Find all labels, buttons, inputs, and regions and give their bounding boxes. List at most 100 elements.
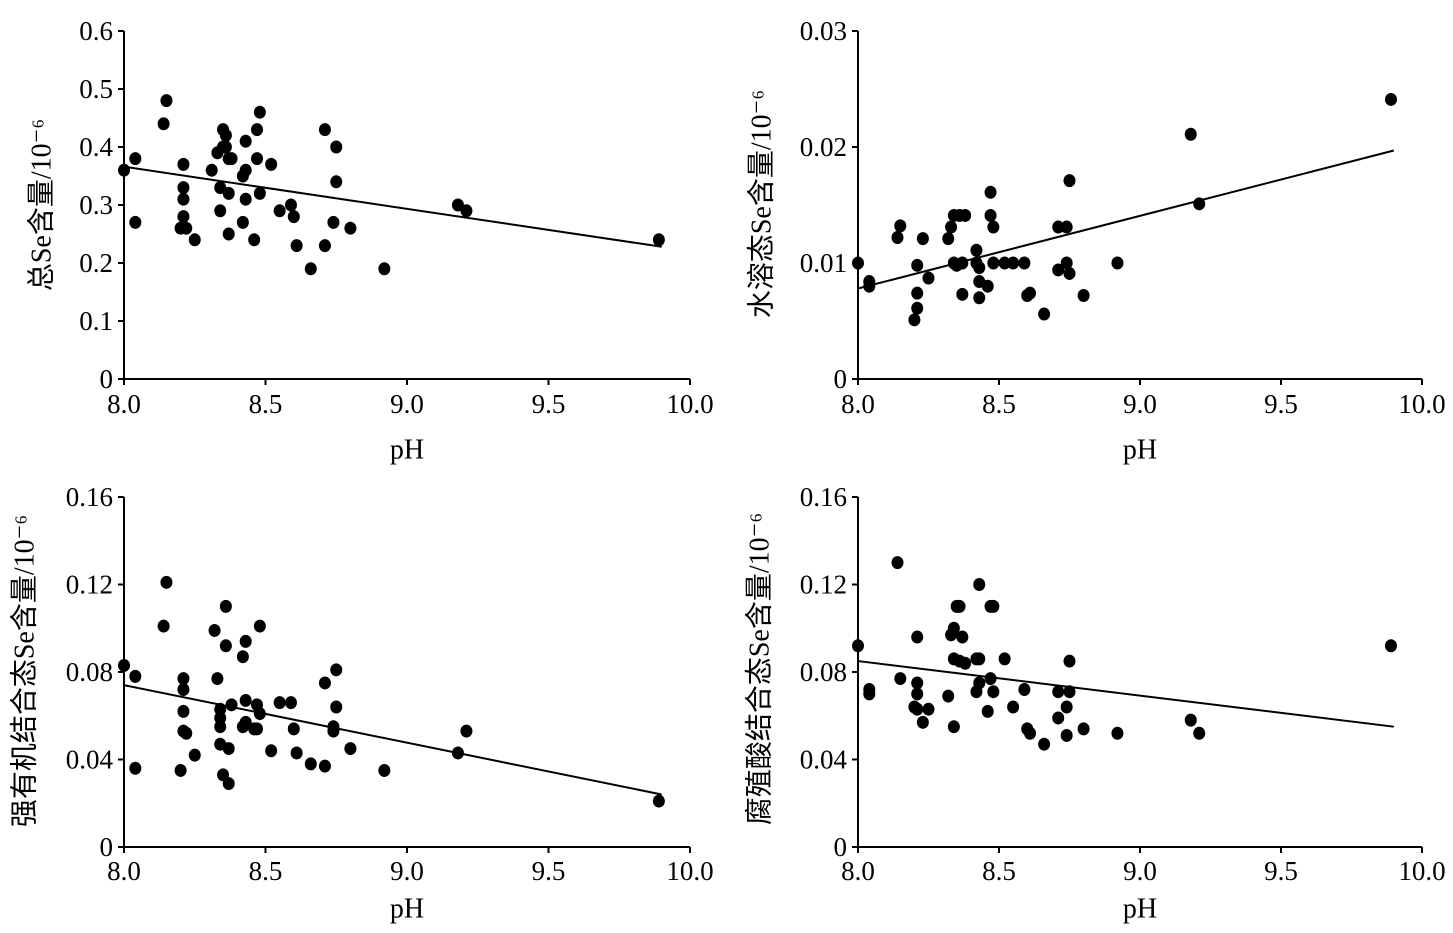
data-point — [157, 117, 170, 131]
data-point — [177, 210, 190, 224]
data-point — [1038, 307, 1051, 321]
data-point — [344, 221, 357, 235]
data-point — [1052, 685, 1065, 699]
data-point — [225, 152, 238, 166]
x-tick-label: 8.5 — [249, 389, 283, 419]
data-point — [1060, 728, 1073, 742]
x-tick-label: 9.0 — [1123, 856, 1157, 886]
data-point — [284, 696, 297, 710]
data-point — [922, 702, 935, 716]
data-point — [984, 672, 997, 686]
y-tick-label: 0 — [834, 832, 848, 862]
data-point — [1060, 256, 1073, 270]
data-point — [378, 262, 391, 276]
y-tick-label: 0.12 — [800, 570, 847, 600]
data-point — [956, 630, 969, 644]
data-point — [894, 219, 907, 233]
data-point — [973, 676, 986, 690]
data-point — [1024, 726, 1037, 740]
y-tick-label: 0 — [100, 832, 114, 862]
data-point — [959, 208, 972, 222]
data-point — [177, 157, 190, 171]
data-point — [916, 715, 929, 729]
x-tick-label: 10.0 — [666, 856, 713, 886]
data-point — [177, 181, 190, 195]
data-point — [1111, 256, 1124, 270]
data-point — [1060, 700, 1073, 714]
data-point — [1063, 174, 1076, 188]
data-point — [290, 746, 303, 760]
y-tick-label: 0.08 — [66, 657, 113, 687]
x-tick-label: 9.5 — [1264, 389, 1298, 419]
data-point — [118, 163, 130, 177]
y-tick-label: 0.1 — [79, 306, 113, 336]
x-tick-label: 9.0 — [390, 389, 424, 419]
data-point — [265, 157, 278, 171]
data-point — [239, 715, 252, 729]
data-point — [987, 256, 1000, 270]
data-point — [1077, 722, 1090, 736]
data-point — [911, 676, 924, 690]
y-tick-label: 0.3 — [79, 190, 113, 220]
x-axis-label: pH — [1123, 894, 1157, 925]
y-axis-label: 水溶态Se含量/10⁻⁶ — [746, 90, 778, 318]
data-point — [205, 163, 218, 177]
y-tick-label: 0.02 — [800, 132, 847, 162]
data-point — [908, 313, 921, 327]
y-tick-label: 0.01 — [800, 248, 847, 278]
data-point — [1024, 286, 1037, 300]
data-point — [911, 630, 924, 644]
x-axis-label: pH — [390, 435, 424, 466]
data-point — [987, 220, 1000, 234]
x-tick-label: 8.5 — [982, 856, 1016, 886]
data-point — [273, 696, 286, 710]
data-point — [251, 152, 264, 166]
y-axis-label: 腐殖酸结合态Se含量/10⁻⁶ — [744, 513, 776, 825]
data-point — [984, 208, 997, 222]
y-tick-label: 0 — [834, 364, 848, 394]
x-tick-label: 8.0 — [107, 389, 141, 419]
data-point — [959, 656, 972, 670]
data-point — [236, 650, 249, 664]
x-tick-label: 9.0 — [390, 856, 424, 886]
y-axis-label: 强有机结合态Se含量/10⁻⁶ — [9, 515, 41, 827]
humic-acid-bound-se-vs-ph-chart: 0 0.04 0.08 0.12 0.16 8.0 8.5 9.0 9.5 10.0 pH 腐殖酸结合… — [744, 482, 1446, 925]
data-point — [1184, 713, 1197, 727]
data-point — [222, 186, 235, 200]
data-point — [956, 287, 969, 301]
data-point — [947, 720, 960, 734]
data-point — [330, 700, 343, 714]
data-point — [852, 256, 864, 270]
data-point — [945, 220, 958, 234]
data-point — [1077, 288, 1090, 302]
data-point — [1384, 92, 1397, 106]
data-point — [177, 704, 190, 718]
data-point — [160, 575, 173, 589]
trend-line — [123, 165, 662, 248]
data-point — [1193, 726, 1206, 740]
x-tick-label: 8.0 — [107, 856, 141, 886]
data-point — [177, 683, 190, 696]
data-point — [188, 233, 201, 247]
trend-line — [123, 684, 662, 796]
y-tick-label: 0.16 — [66, 482, 113, 512]
y-tick-label: 0.6 — [79, 16, 113, 46]
data-point — [330, 663, 343, 677]
data-point — [330, 140, 343, 154]
data-point — [460, 204, 473, 218]
data-point — [1018, 683, 1031, 696]
data-point — [1007, 700, 1020, 714]
data-point — [1111, 726, 1124, 740]
data-point — [891, 556, 904, 570]
data-point — [284, 198, 297, 212]
data-point — [208, 623, 221, 637]
data-point — [174, 763, 187, 777]
x-tick-label: 10.0 — [1398, 856, 1445, 886]
x-tick-label: 8.5 — [249, 856, 283, 886]
data-point — [1063, 685, 1076, 699]
data-point — [1018, 256, 1031, 270]
data-point — [318, 239, 331, 253]
data-point — [1038, 737, 1051, 751]
data-point — [318, 759, 331, 773]
data-point — [219, 140, 232, 154]
